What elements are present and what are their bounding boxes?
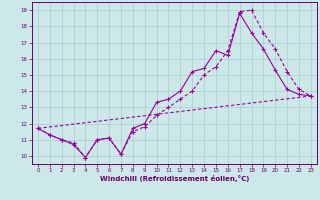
X-axis label: Windchill (Refroidissement éolien,°C): Windchill (Refroidissement éolien,°C) xyxy=(100,175,249,182)
